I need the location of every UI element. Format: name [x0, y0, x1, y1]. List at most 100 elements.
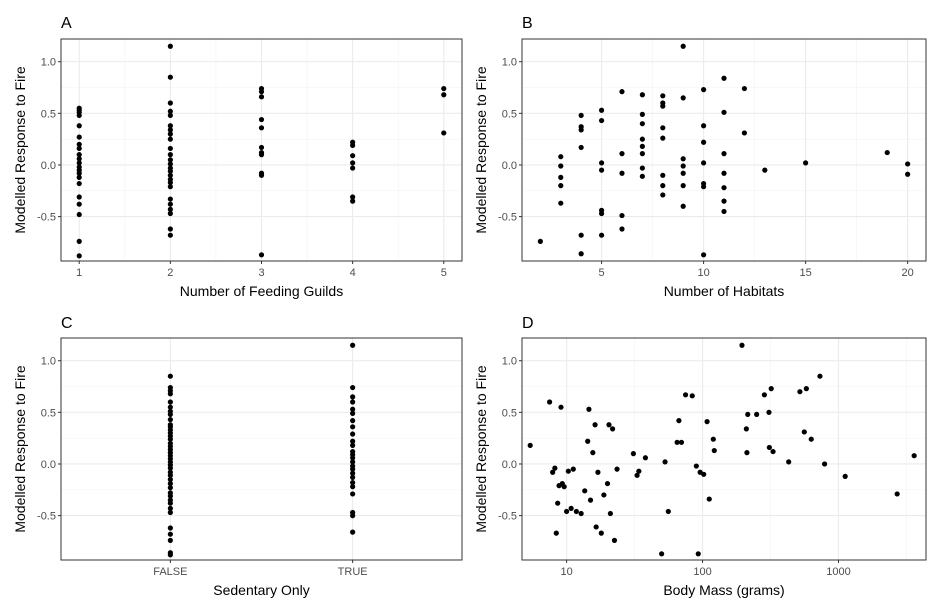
data-point [766, 409, 772, 415]
data-point [743, 426, 749, 432]
data-point [573, 508, 579, 515]
data-point [585, 438, 591, 444]
data-point [167, 465, 173, 471]
data-point [350, 399, 356, 405]
y-tick-label: 0.5 [41, 108, 56, 120]
x-tick-label: 5 [441, 267, 447, 279]
data-point [167, 552, 173, 558]
data-point [167, 100, 173, 106]
data-point [558, 183, 564, 189]
data-point [744, 450, 750, 456]
data-point [167, 145, 173, 152]
data-point [167, 373, 173, 379]
data-point [587, 497, 594, 503]
data-point [768, 386, 774, 392]
data-point [639, 165, 645, 171]
data-point [258, 125, 265, 131]
data-point [894, 491, 900, 497]
data-point [350, 394, 356, 400]
data-point [604, 480, 611, 487]
data-point [350, 165, 356, 171]
data-point [662, 459, 668, 465]
data-point [660, 125, 666, 131]
data-point [167, 505, 173, 511]
data-point [766, 444, 772, 451]
data-point [630, 451, 636, 457]
data-point [884, 149, 890, 156]
data-point [721, 151, 727, 157]
data-point [76, 160, 82, 166]
x-tick-label: 20 [902, 267, 914, 279]
data-point [550, 469, 556, 475]
x-tick-label: 4 [350, 267, 356, 279]
data-point [558, 404, 564, 410]
data-point [680, 95, 686, 101]
y-tick-label: 1.0 [502, 356, 517, 368]
data-point [76, 123, 82, 129]
data-point [721, 208, 727, 215]
data-point [639, 121, 645, 127]
data-point [680, 183, 686, 189]
data-point [167, 480, 173, 487]
data-point [76, 238, 82, 244]
data-point [258, 94, 265, 100]
y-axis-title: Modelled Response to Fire [473, 66, 489, 234]
data-point [167, 201, 173, 207]
data-point [680, 43, 686, 49]
panel-border [521, 38, 927, 262]
data-point [167, 404, 173, 410]
data-point [258, 252, 265, 258]
data-point [167, 476, 173, 483]
data-point [639, 92, 645, 98]
data-point [76, 211, 82, 218]
data-point [762, 167, 768, 173]
data-point [721, 109, 727, 115]
data-point [76, 201, 82, 207]
data-point [639, 143, 645, 149]
data-point [578, 144, 584, 151]
x-axis-title: Number of Feeding Guilds [180, 283, 343, 299]
data-point [619, 212, 625, 219]
data-point [76, 253, 82, 259]
data-point [167, 525, 173, 531]
y-axis-title: Modelled Response to Fire [12, 66, 28, 234]
data-point [598, 107, 605, 113]
data-point [350, 442, 356, 448]
data-point [167, 531, 173, 537]
data-point [350, 479, 356, 486]
data-point [601, 492, 607, 498]
data-point [911, 453, 917, 459]
data-point [167, 416, 173, 423]
data-point [167, 509, 173, 516]
data-point [76, 170, 82, 176]
data-point [570, 466, 576, 472]
data-point [258, 172, 265, 178]
y-tick-label: 0.0 [502, 459, 517, 471]
data-point [350, 474, 356, 480]
data-point [607, 510, 613, 517]
data-point [555, 500, 561, 506]
data-point [350, 424, 356, 430]
data-point [610, 426, 616, 432]
data-point [167, 43, 173, 49]
data-point [660, 172, 666, 178]
y-tick-label: -0.5 [37, 212, 56, 224]
data-point [167, 537, 173, 543]
data-point [586, 406, 592, 412]
data-point [706, 496, 712, 502]
data-point [606, 422, 612, 428]
data-point [167, 74, 173, 80]
data-point [350, 406, 356, 412]
data-point [745, 411, 751, 418]
data-point [76, 134, 82, 140]
y-tick-label: 0.5 [41, 407, 56, 419]
data-point [678, 439, 685, 445]
panel-d: -0.5 0.0 0.5 1.0 10 100 1000 Body Mass (grams) M… [473, 315, 927, 598]
data-point [167, 210, 173, 217]
data-point [350, 142, 356, 148]
data-point [739, 342, 745, 348]
data-point [634, 472, 640, 478]
y-axis-title: Modelled Response to Fire [473, 365, 489, 533]
data-point [660, 192, 666, 198]
data-point [350, 342, 356, 348]
